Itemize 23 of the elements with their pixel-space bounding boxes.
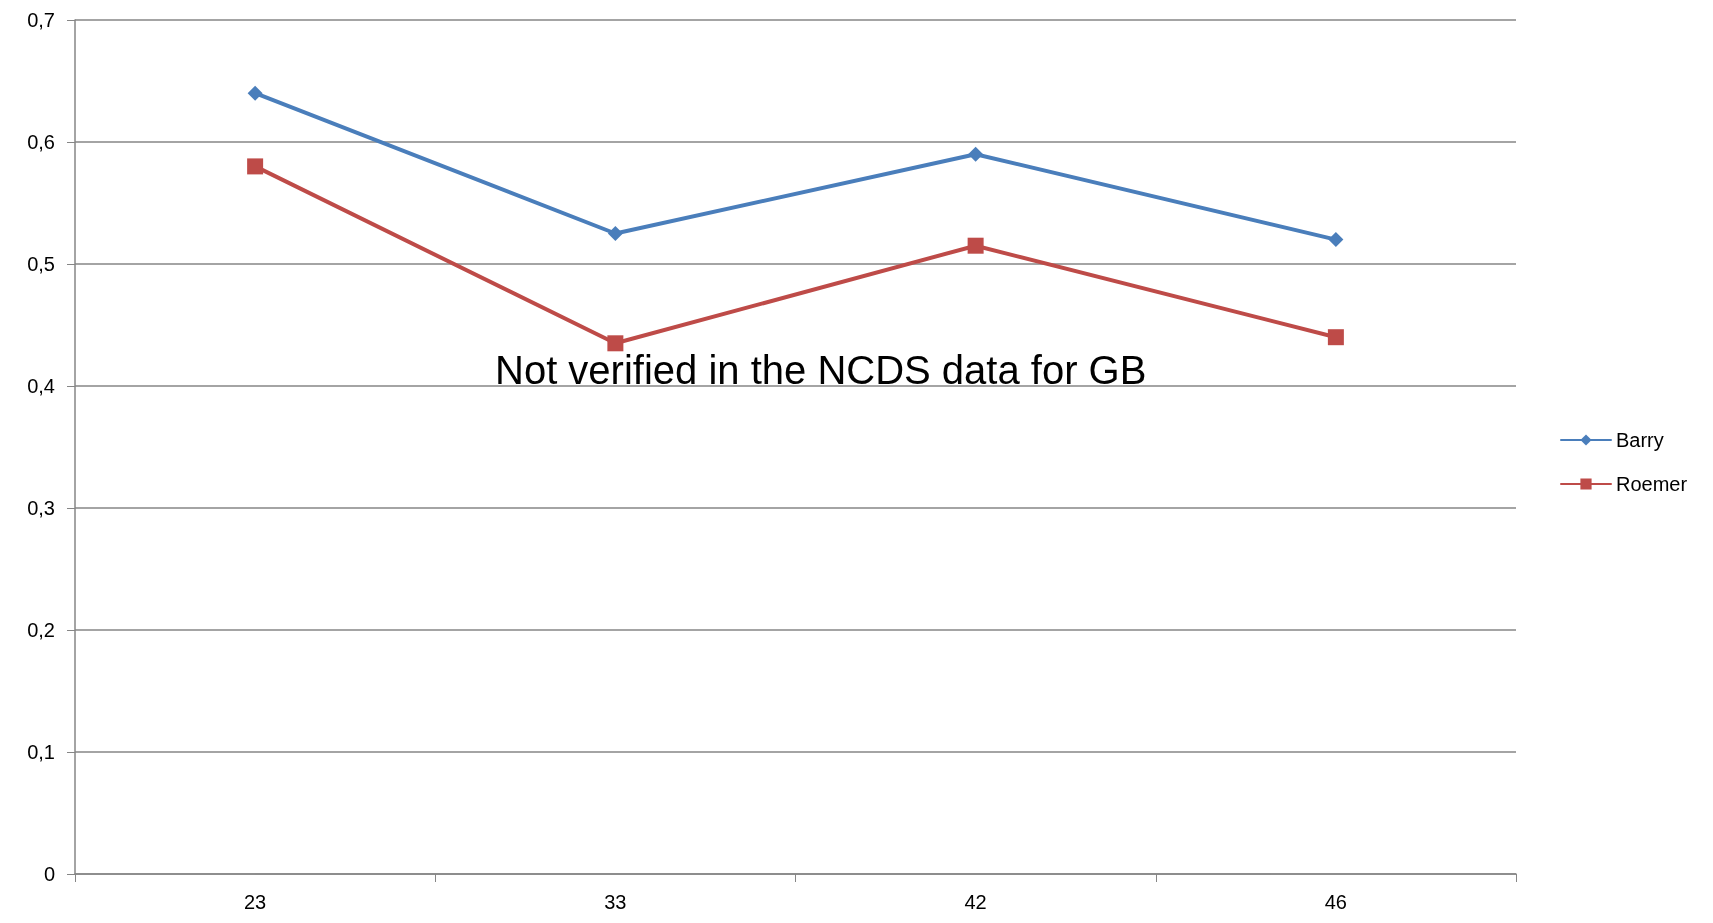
point [607, 226, 623, 241]
y-tick-label: 0,7 [27, 9, 55, 31]
y-tick-label: 0,1 [27, 741, 55, 763]
point [247, 85, 263, 101]
x-tick-label: 23 [244, 891, 267, 913]
y-tick-label: 0,4 [27, 375, 55, 397]
y-tick-label: 0,5 [27, 253, 55, 275]
y-tick-label: 0,2 [27, 619, 55, 641]
y-tick-label: 0 [43, 863, 55, 885]
point [1327, 329, 1344, 346]
legend-label: Roemer [1616, 473, 1688, 495]
y-tick-label: 0,6 [27, 131, 55, 153]
point [1328, 232, 1344, 248]
legend-label: Barry [1616, 429, 1664, 451]
annotation: Not verified in the NCDS data for GB [495, 348, 1147, 392]
x-tick-label: 46 [1324, 891, 1347, 913]
point [247, 158, 264, 175]
x-tick-label: 42 [964, 891, 987, 913]
y-tick-label: 0,3 [27, 497, 55, 519]
point [968, 146, 984, 162]
point [607, 335, 624, 352]
point [967, 237, 984, 254]
x-tick-label: 33 [604, 891, 627, 913]
